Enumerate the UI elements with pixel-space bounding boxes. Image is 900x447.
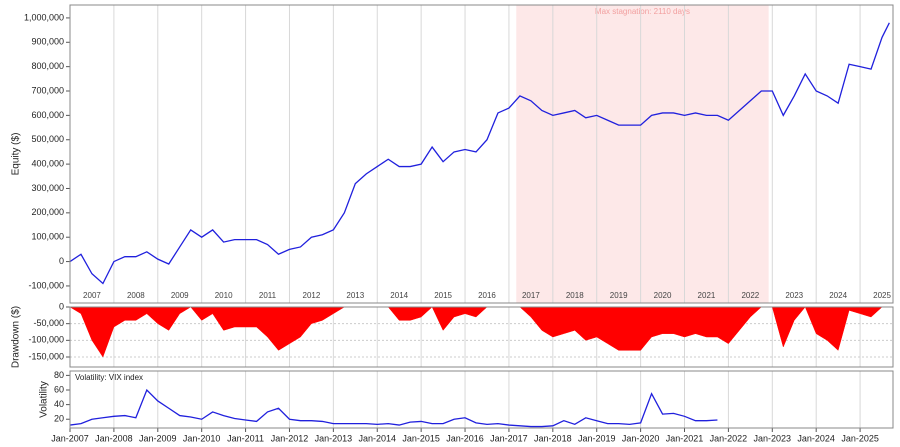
year-label: 2025 <box>873 291 891 300</box>
y-tick-label: 700,000 <box>31 85 64 95</box>
x-tick-label: Jan-2014 <box>358 433 396 443</box>
year-label: 2017 <box>522 291 540 300</box>
year-label: 2014 <box>390 291 408 300</box>
x-tick-label: Jan-2017 <box>490 433 528 443</box>
x-tick-label: Jan-2022 <box>710 433 748 443</box>
plot-area <box>70 5 893 303</box>
y-axis-title: Volatility <box>39 381 50 418</box>
year-label: 2013 <box>346 291 364 300</box>
x-tick-label: Jan-2007 <box>51 433 89 443</box>
x-tick-label: Jan-2016 <box>446 433 484 443</box>
y-tick-label: 0 <box>59 256 64 266</box>
legend-label: Volatility: VIX index <box>75 373 143 382</box>
plot-border <box>69 370 894 429</box>
year-label: 2012 <box>303 291 321 300</box>
x-tick-label: Jan-2015 <box>402 433 440 443</box>
y-tick-label: 800,000 <box>31 61 64 71</box>
x-tick-label: Jan-2010 <box>183 433 221 443</box>
year-label: 2015 <box>434 291 452 300</box>
year-label: 2016 <box>478 291 496 300</box>
series-line <box>69 22 890 285</box>
y-axis-title: Drawdown ($) <box>11 306 22 368</box>
y-tick-label: 400,000 <box>31 158 64 168</box>
y-tick-label: 40 <box>54 399 64 409</box>
y-tick-label: 60 <box>54 384 64 394</box>
x-tick-label: Jan-2018 <box>534 433 572 443</box>
year-label: 2018 <box>566 291 584 300</box>
stagnation-region <box>516 5 769 303</box>
year-label: 2007 <box>83 291 101 300</box>
x-tick-label: Jan-2008 <box>95 433 133 443</box>
stagnation-label: Max stagnation: 2110 days <box>595 7 690 16</box>
plot-area <box>70 371 893 428</box>
x-tick-label: Jan-2011 <box>227 433 264 443</box>
x-tick-label: Jan-2009 <box>139 433 177 443</box>
x-tick-label: Jan-2012 <box>271 433 309 443</box>
plot-border <box>69 306 894 368</box>
year-label: 2024 <box>829 291 847 300</box>
year-label: 2023 <box>785 291 803 300</box>
y-tick-label: 300,000 <box>31 183 64 193</box>
year-label: 2022 <box>741 291 759 300</box>
y-tick-label: 80 <box>54 370 64 380</box>
series-line <box>69 388 718 428</box>
y-tick-label: -150,000 <box>28 351 64 361</box>
year-label: 2020 <box>654 291 672 300</box>
plot-area <box>70 307 893 367</box>
x-tick-label: Jan-2021 <box>666 433 704 443</box>
y-tick-label: 200,000 <box>31 207 64 217</box>
x-tick-label: Jan-2025 <box>841 433 879 443</box>
year-label: 2008 <box>127 291 145 300</box>
y-tick-label: -50,000 <box>33 318 64 328</box>
y-tick-label: -100,000 <box>28 335 64 345</box>
year-label: 2010 <box>215 291 233 300</box>
year-label: 2019 <box>610 291 628 300</box>
x-tick-label: Jan-2024 <box>797 433 835 443</box>
y-tick-label: 600,000 <box>31 110 64 120</box>
y-axis-title: Equity ($) <box>11 133 22 176</box>
year-label: 2009 <box>171 291 189 300</box>
plot-border <box>69 4 894 304</box>
y-tick-label: 500,000 <box>31 134 64 144</box>
y-tick-label: 20 <box>54 414 64 424</box>
x-tick-label: Jan-2020 <box>622 433 660 443</box>
y-tick-label: -100,000 <box>28 280 64 290</box>
year-label: 2021 <box>698 291 716 300</box>
y-tick-label: 100,000 <box>31 232 64 242</box>
y-tick-label: 1,000,000 <box>24 12 64 22</box>
y-tick-label: 0 <box>59 301 64 311</box>
x-tick-label: Jan-2019 <box>578 433 616 443</box>
x-tick-label: Jan-2013 <box>315 433 353 443</box>
x-tick-label: Jan-2023 <box>754 433 792 443</box>
year-label: 2011 <box>259 291 277 300</box>
y-tick-label: 900,000 <box>31 37 64 47</box>
